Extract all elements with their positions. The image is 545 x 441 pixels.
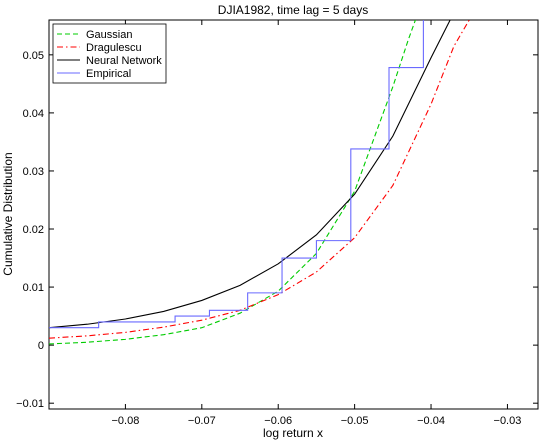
y-tick-label: 0.04 [23, 108, 44, 120]
x-tick-label: −0.03 [494, 415, 522, 427]
x-axis-label: log return x [263, 426, 323, 440]
ticks-layer: −0.08 −0.07 −0.06 −0.05 −0.04 −0.03 −0.01 0 0.01… [16, 20, 538, 427]
x-tick-label: −0.06 [264, 415, 292, 427]
y-tick-label: 0.01 [23, 282, 44, 294]
y-tick-label: 0.02 [23, 224, 44, 236]
plot-area [48, 19, 539, 410]
series-line-dragulescu [49, 20, 470, 339]
series-line-gaussian [49, 20, 416, 345]
x-tick-label: −0.07 [188, 415, 216, 427]
chart-title: DJIA1982, time lag = 5 days [218, 3, 368, 17]
y-tick-label: −0.01 [16, 398, 44, 410]
y-tick-label: 0.03 [23, 166, 44, 178]
y-tick-label: 0 [38, 340, 44, 352]
x-tick-label: −0.08 [111, 415, 139, 427]
x-tick-label: −0.04 [417, 415, 445, 427]
x-tick-label: −0.05 [341, 415, 369, 427]
y-axis-label: Cumulative Distribution [1, 152, 15, 275]
series-line-neural-network [49, 20, 451, 329]
legend-label-gaussian: Gaussian [86, 29, 132, 41]
legend-label-empirical: Empirical [86, 68, 131, 80]
series-line-empirical [49, 20, 424, 329]
legend-label-neural-network: Neural Network [86, 55, 162, 67]
series-layer [49, 20, 470, 345]
legend-label-dragulescu: Dragulescu [86, 42, 142, 54]
y-tick-label: 0.05 [23, 50, 44, 62]
